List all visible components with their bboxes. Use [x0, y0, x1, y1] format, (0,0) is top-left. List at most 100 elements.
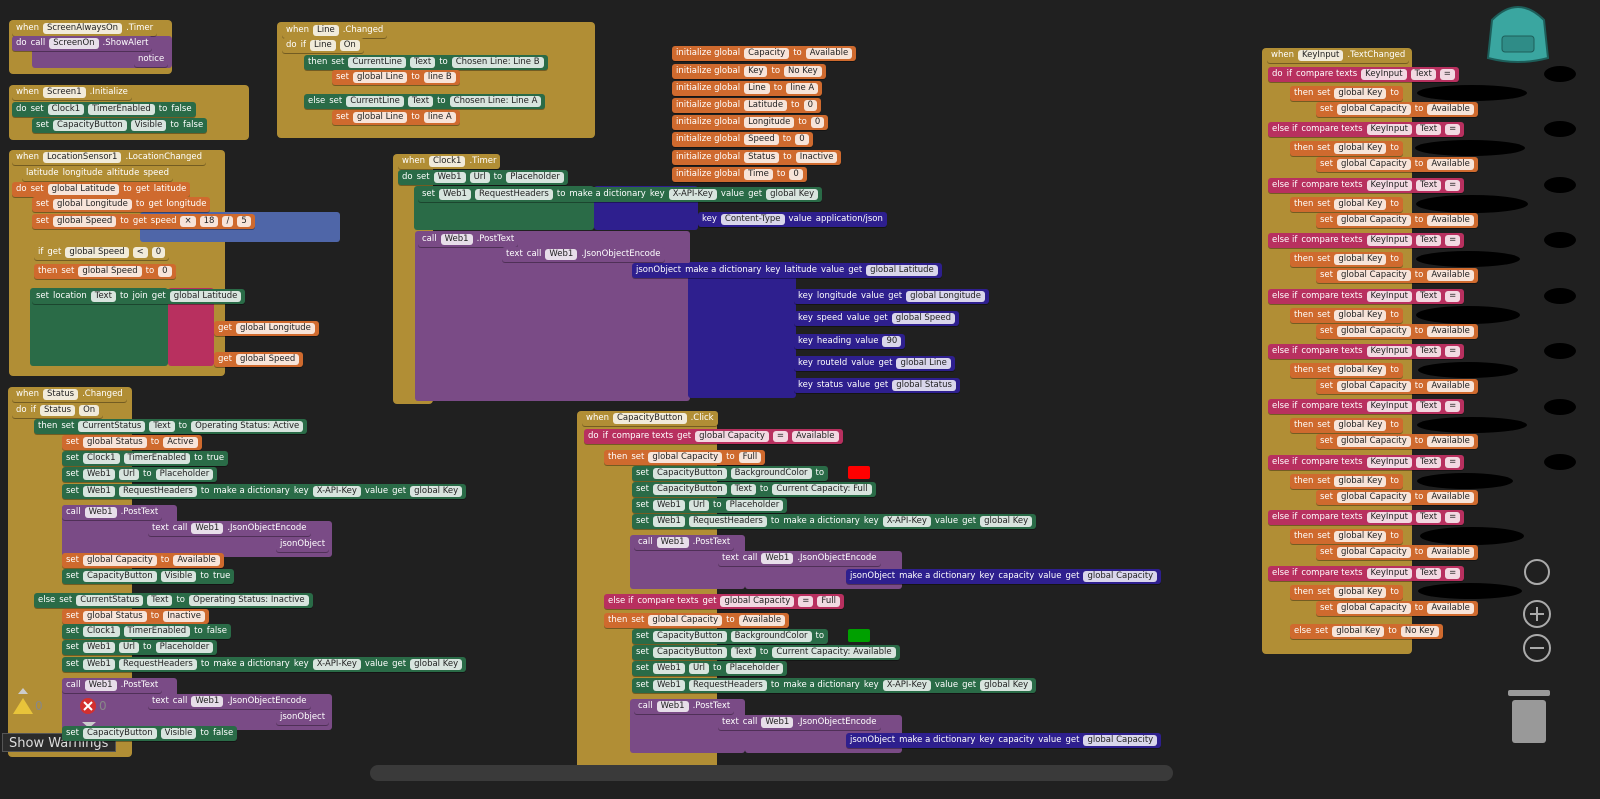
- block-row[interactable]: when Status .Changed: [12, 387, 127, 402]
- block-row[interactable]: else if compare texts KeyInput Text =: [1268, 122, 1465, 137]
- block-row[interactable]: set global Capacity to Available: [1316, 379, 1478, 394]
- block-row[interactable]: when Screen1 .Initialize: [12, 85, 132, 100]
- block-row[interactable]: initialize global Latitude to 0: [672, 98, 822, 113]
- scrollbar[interactable]: [370, 765, 1173, 781]
- block-row[interactable]: do set global Latitude to get latitude: [12, 182, 191, 197]
- block-row[interactable]: call Web1 .PostText: [62, 505, 163, 520]
- block-row[interactable]: initialize global Key to No Key: [672, 64, 826, 79]
- block-row[interactable]: key heading value 90: [794, 334, 906, 349]
- block-row[interactable]: then set global Key to: [1290, 474, 1403, 489]
- block-row[interactable]: initialize global Status to Inactive: [672, 150, 842, 165]
- block-row[interactable]: else set global Key to No Key: [1290, 624, 1443, 639]
- block-row[interactable]: when Line .Changed: [282, 23, 388, 38]
- block-row[interactable]: set global Longitude to get longitude: [32, 197, 211, 212]
- block-row[interactable]: set CapacityButton Visible to true: [62, 569, 235, 584]
- block-row[interactable]: set global Capacity to Available: [1316, 268, 1478, 283]
- block-row[interactable]: jsonObject make a dictionary key capacity va…: [846, 733, 1162, 748]
- block-row[interactable]: then set global Key to: [1290, 585, 1403, 600]
- block-row[interactable]: do set Clock1 TimerEnabled to false: [12, 102, 196, 117]
- block-row[interactable]: set Clock1 TimerEnabled to false: [62, 624, 231, 639]
- block-row[interactable]: then set global Key to: [1290, 86, 1403, 101]
- block-row[interactable]: key routeId value get global Line: [794, 356, 955, 371]
- block-row[interactable]: text call Web1 .JsonObjectEncode: [718, 715, 881, 730]
- block-row[interactable]: set Web1 RequestHeaders to make a dictionary…: [632, 678, 1037, 693]
- block-row[interactable]: initialize global Longitude to 0: [672, 115, 829, 130]
- block-row[interactable]: do if compare texts KeyInput Text =: [1268, 67, 1459, 82]
- block-row[interactable]: else if compare texts KeyInput Text =: [1268, 399, 1465, 414]
- block-row[interactable]: set CapacityButton Visible to false: [32, 118, 208, 133]
- block-row[interactable]: else if compare texts KeyInput Text =: [1268, 178, 1465, 193]
- block-row[interactable]: initialize global Time to 0: [672, 167, 807, 182]
- block-row[interactable]: set Web1 Url to Placeholder: [62, 640, 218, 655]
- block-row[interactable]: do set Web1 Url to Placeholder: [398, 170, 568, 185]
- block-row[interactable]: if get global Speed <0: [34, 245, 170, 260]
- block-row[interactable]: when ScreenAlwaysOn .Timer: [12, 21, 158, 36]
- block-row[interactable]: key status value get global Status: [794, 378, 960, 393]
- block-row[interactable]: when Clock1 .Timer: [398, 154, 501, 169]
- block-row[interactable]: else if compare texts get global Capacity = F…: [604, 594, 844, 609]
- block-row[interactable]: do call ScreenOn .ShowAlert: [12, 36, 153, 51]
- block-row[interactable]: text call Web1 .JsonObjectEncode: [502, 247, 665, 262]
- block-row[interactable]: then set global Key to: [1290, 308, 1403, 323]
- trash-can[interactable]: [1508, 690, 1550, 743]
- block-row[interactable]: set Web1 Url to Placeholder: [62, 467, 218, 482]
- block-row[interactable]: else if compare texts KeyInput Text =: [1268, 455, 1465, 470]
- block-row[interactable]: jsonObject: [276, 710, 330, 725]
- block-row[interactable]: then set global Capacity to Full: [604, 450, 766, 465]
- block-row[interactable]: when KeyInput .TextChanged: [1267, 48, 1410, 63]
- block-row[interactable]: then set CurrentStatus Text to Operating Stat…: [34, 419, 308, 434]
- block-row[interactable]: key longitude value get global Longitude: [794, 289, 990, 304]
- block-row[interactable]: jsonObject make a dictionary key latitude va…: [632, 263, 942, 278]
- block-row[interactable]: set global Capacity to Available: [1316, 490, 1478, 505]
- block-row[interactable]: notice: [134, 52, 169, 67]
- block-row[interactable]: set CapacityButton BackgroundColor to: [632, 466, 829, 481]
- block-row[interactable]: when CapacityButton .Click: [582, 411, 718, 426]
- block-row[interactable]: set global Capacity to Available: [1316, 213, 1478, 228]
- block-row[interactable]: do if Status On: [12, 403, 104, 418]
- block-row[interactable]: do if Line On: [282, 38, 364, 53]
- block-row[interactable]: call Web1 .PostText: [634, 535, 735, 550]
- block-row[interactable]: then set global Speed to 0: [34, 264, 176, 279]
- block-row[interactable]: set global Capacity to Available: [1316, 545, 1478, 560]
- block-row[interactable]: else if compare texts KeyInput Text =: [1268, 566, 1465, 581]
- block-row[interactable]: set global Speed to get speed × 18/5: [32, 214, 255, 229]
- block-row[interactable]: else set CurrentStatus Text to Operating Stat…: [34, 593, 313, 608]
- block-row[interactable]: set Web1 Url to Placeholder: [632, 498, 788, 513]
- block-row[interactable]: set global Line to line A: [332, 110, 460, 125]
- block-row[interactable]: set global Status to Inactive: [62, 609, 209, 624]
- block-row[interactable]: else if compare texts KeyInput Text =: [1268, 344, 1465, 359]
- block-row[interactable]: key speed value get global Speed: [794, 311, 960, 326]
- block-row[interactable]: then set global Capacity to Available: [604, 613, 790, 628]
- block-row[interactable]: set global Capacity to Available: [1316, 102, 1478, 117]
- block-row[interactable]: key Content-Type value application/json: [698, 212, 887, 227]
- block-row[interactable]: else if compare texts KeyInput Text =: [1268, 233, 1465, 248]
- block-row[interactable]: then set global Key to: [1290, 197, 1403, 212]
- block-row[interactable]: set Web1 Url to Placeholder: [632, 661, 788, 676]
- block-row[interactable]: then set CurrentLine Text to Chosen Line: Lin…: [304, 55, 548, 70]
- block-row[interactable]: call Web1 .PostText: [418, 232, 519, 247]
- block-row[interactable]: else if compare texts KeyInput Text =: [1268, 289, 1465, 304]
- block-row[interactable]: else set CurrentLine Text to Chosen Line: Lin…: [304, 94, 546, 109]
- block-row[interactable]: call Web1 .PostText: [634, 699, 735, 714]
- block-row[interactable]: set global Status to Active: [62, 435, 202, 450]
- block-row[interactable]: get global Longitude: [214, 321, 319, 336]
- block-row[interactable]: then set global Key to: [1290, 418, 1403, 433]
- zoom-controls[interactable]: [1523, 559, 1551, 662]
- block-row[interactable]: set CapacityButton Text to Current Capacity:…: [632, 645, 900, 660]
- block-row[interactable]: set global Capacity to Available: [1316, 601, 1478, 616]
- block-row[interactable]: get global Speed: [214, 352, 304, 367]
- block-row[interactable]: text call Web1 .JsonObjectEncode: [148, 521, 311, 536]
- block-row[interactable]: set Web1 RequestHeaders to make a dictionary…: [418, 187, 823, 202]
- block-row[interactable]: then set global Key to: [1290, 363, 1403, 378]
- block-row[interactable]: when LocationSensor1 .LocationChanged: [12, 150, 207, 165]
- block-row[interactable]: set CapacityButton Visible to false: [62, 726, 238, 741]
- block-row[interactable]: call Web1 .PostText: [62, 678, 163, 693]
- block-row[interactable]: set Web1 RequestHeaders to make a dictionary…: [632, 514, 1037, 529]
- block-row[interactable]: set CapacityButton BackgroundColor to: [632, 629, 829, 644]
- block-row[interactable]: set global Capacity to Available: [62, 553, 224, 568]
- block-row[interactable]: set global Line to line B: [332, 70, 460, 85]
- block-row[interactable]: set CapacityButton Text to Current Capacity:…: [632, 482, 876, 497]
- block-row[interactable]: text call Web1 .JsonObjectEncode: [148, 694, 311, 709]
- block-row[interactable]: else if compare texts KeyInput Text =: [1268, 510, 1465, 525]
- block-row[interactable]: set Web1 RequestHeaders to make a dictionary…: [62, 657, 467, 672]
